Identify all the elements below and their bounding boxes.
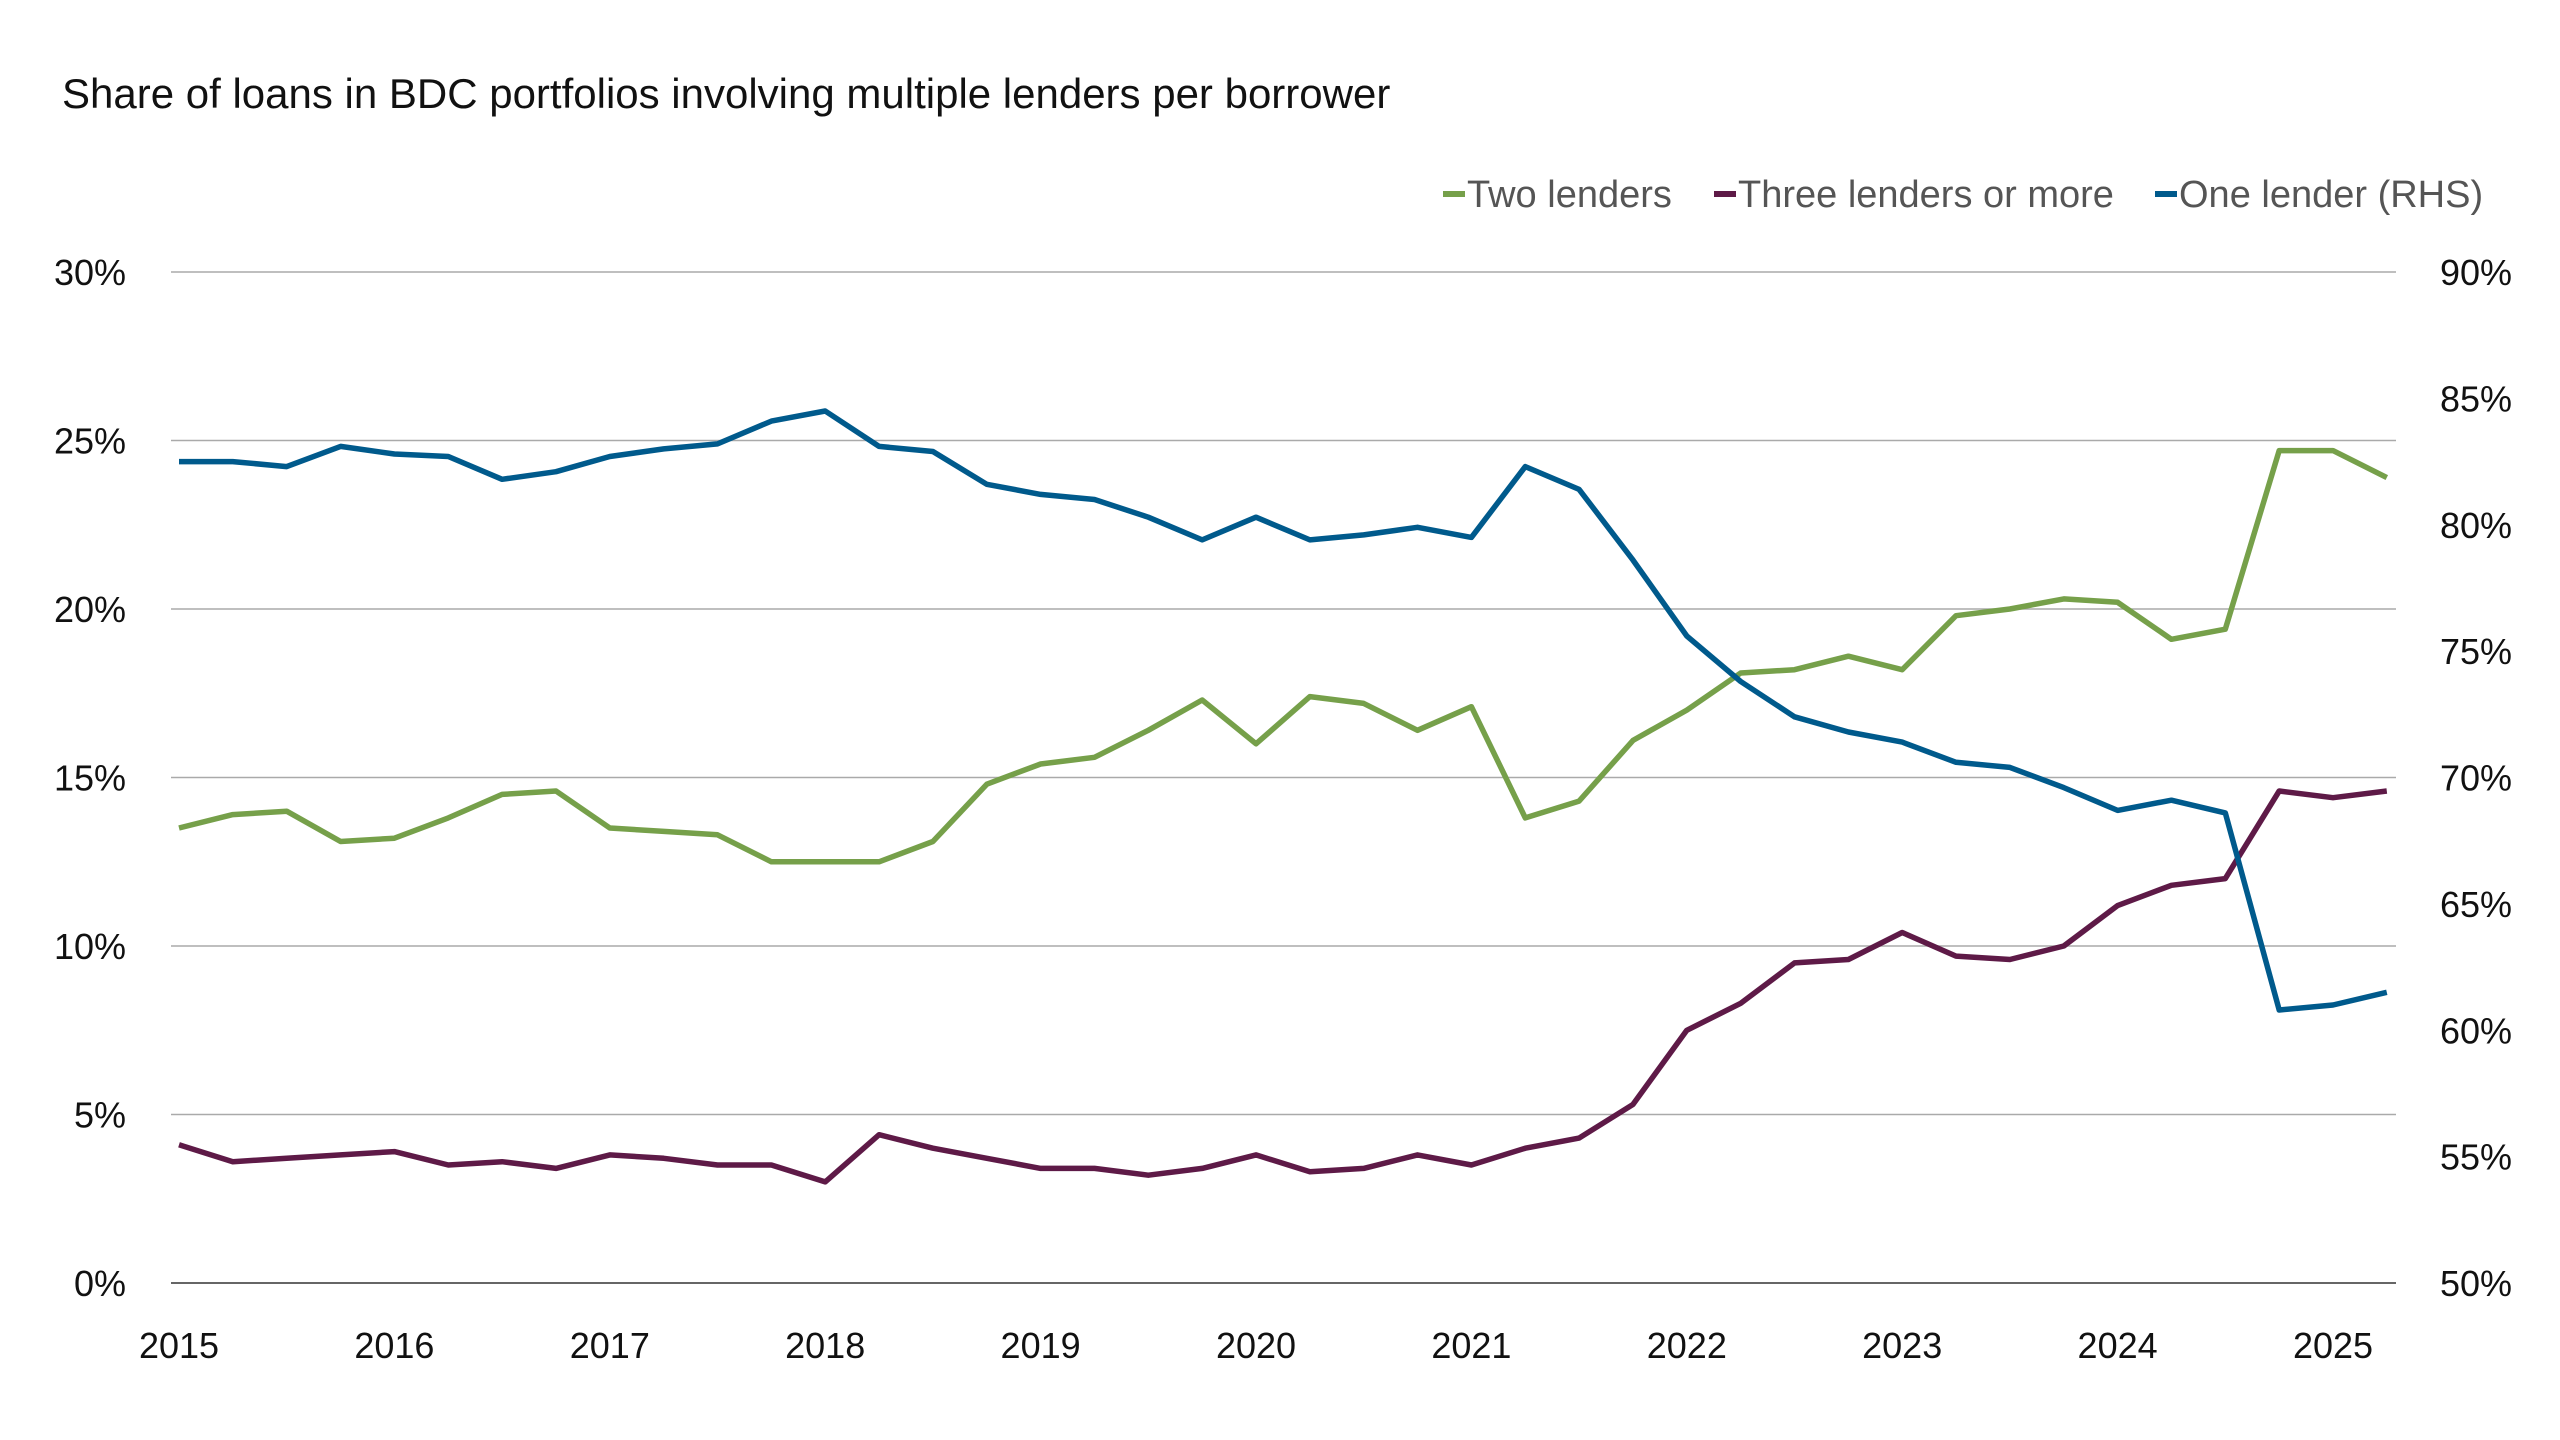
y-left-tick-label: 30% — [54, 252, 126, 293]
x-tick-label: 2025 — [2293, 1325, 2373, 1366]
legend-label: Three lenders or more — [1738, 174, 2114, 216]
series-lines — [178, 408, 2389, 1185]
legend-item: Two lenders — [1443, 174, 1672, 216]
chart-title: Share of loans in BDC portfolios involvi… — [62, 70, 1390, 117]
axis-ticks: 0% 5% 10% 15% 20% 25% 30% 50% 55% 60% 65% 70% 75% 80%… — [54, 252, 2512, 1366]
series-line-three-lenders-or-more — [178, 788, 2388, 1185]
x-tick-label: 2019 — [1001, 1325, 1081, 1366]
y-left-tick-label: 15% — [54, 758, 126, 799]
x-tick-label: 2024 — [2078, 1325, 2158, 1366]
y-left-tick-label: 20% — [54, 589, 126, 630]
legend-item: Three lenders or more — [1714, 174, 2114, 216]
y-right-tick-label: 75% — [2440, 631, 2512, 672]
y-left-tick-label: 25% — [54, 421, 126, 462]
y-right-tick-label: 60% — [2440, 1010, 2512, 1051]
y-left-tick-label: 5% — [74, 1095, 126, 1136]
legend: Two lenders Three lenders or more One lend… — [1443, 174, 2483, 216]
x-tick-label: 2021 — [1431, 1325, 1511, 1366]
y-right-tick-label: 85% — [2440, 378, 2512, 419]
y-left-tick-label: 10% — [54, 926, 126, 967]
legend-label: Two lenders — [1467, 174, 1672, 216]
x-tick-label: 2017 — [570, 1325, 650, 1366]
y-right-tick-label: 65% — [2440, 884, 2512, 925]
legend-item: One lender (RHS) — [2155, 174, 2483, 216]
x-tick-label: 2015 — [139, 1325, 219, 1366]
series-line-two-lenders — [178, 447, 2389, 865]
y-right-tick-label: 50% — [2440, 1263, 2512, 1304]
x-tick-label: 2018 — [785, 1325, 865, 1366]
legend-label: One lender (RHS) — [2179, 174, 2483, 216]
x-tick-label: 2016 — [354, 1325, 434, 1366]
x-tick-label: 2023 — [1862, 1325, 1942, 1366]
y-right-tick-label: 55% — [2440, 1137, 2512, 1178]
gridlines — [171, 271, 2396, 1284]
y-left-tick-label: 0% — [74, 1263, 126, 1304]
y-right-tick-label: 70% — [2440, 758, 2512, 799]
y-right-tick-label: 80% — [2440, 505, 2512, 546]
x-tick-label: 2022 — [1647, 1325, 1727, 1366]
y-right-tick-label: 90% — [2440, 252, 2512, 293]
x-tick-label: 2020 — [1216, 1325, 1296, 1366]
series-line-one-lender-rhs — [179, 408, 2388, 1013]
